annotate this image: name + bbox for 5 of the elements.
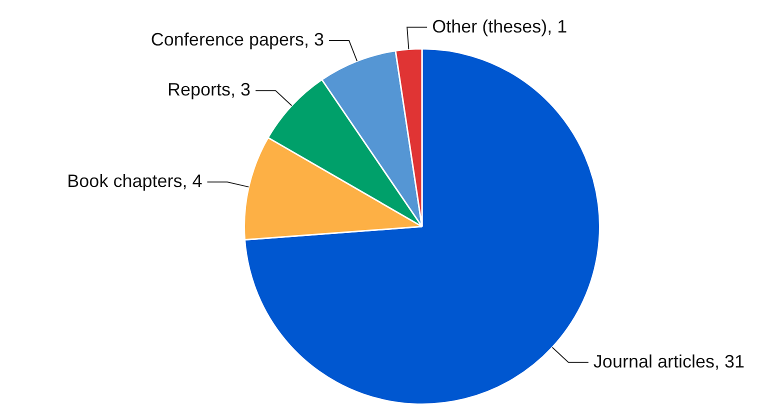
slice-label: Journal articles, 31 [593, 351, 745, 372]
slice-label: Book chapters, 4 [67, 171, 202, 192]
slice-label: Conference papers, 3 [150, 30, 324, 50]
slice-label: Reports, 3 [168, 80, 251, 100]
slice-label: Other (theses), 1 [432, 16, 568, 36]
